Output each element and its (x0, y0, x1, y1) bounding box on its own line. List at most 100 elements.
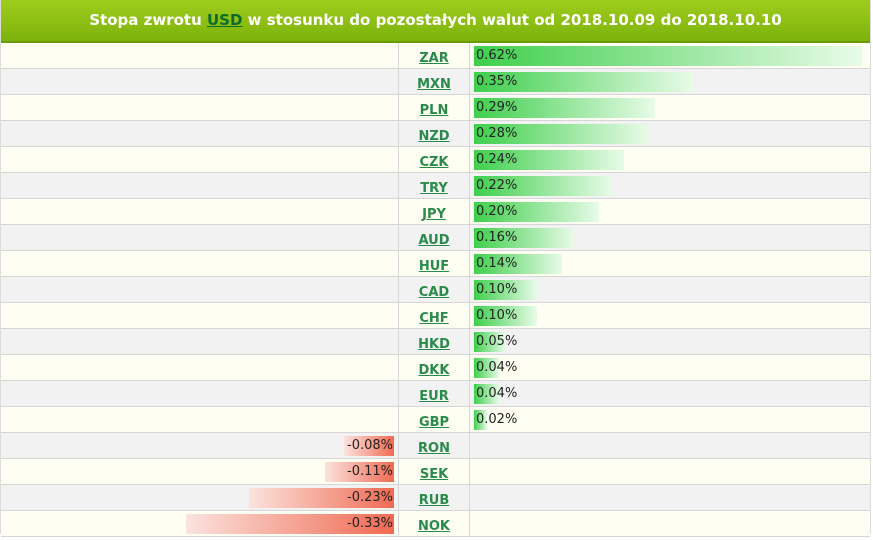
value-label: 0.14% (476, 256, 518, 271)
currency-code-link[interactable]: MXN (417, 77, 451, 92)
negative-cell (1, 355, 399, 380)
currency-code-cell: ZAR (399, 43, 470, 68)
negative-cell (1, 225, 399, 250)
currency-code-cell: CZK (399, 147, 470, 172)
negative-cell (1, 69, 399, 94)
value-label: -0.23% (347, 490, 393, 505)
currency-code-cell: CAD (399, 277, 470, 302)
positive-cell: 0.10% (470, 277, 872, 302)
currency-code-link[interactable]: CHF (419, 311, 449, 326)
value-label: 0.29% (476, 100, 518, 115)
header-suffix: w stosunku do pozostałych walut od 2018.… (242, 11, 782, 29)
positive-bar (474, 254, 562, 274)
currency-code-link[interactable]: GBP (418, 415, 450, 430)
positive-bar (474, 46, 862, 66)
positive-cell: 0.14% (470, 251, 872, 276)
negative-cell: -0.33% (1, 511, 399, 536)
value-label: -0.33% (347, 516, 393, 531)
currency-row: -0.33% NOK (1, 511, 870, 537)
negative-bar (324, 462, 394, 482)
currency-code-link[interactable]: NOK (417, 519, 450, 534)
currency-code-link[interactable]: RON (418, 441, 450, 456)
positive-cell (470, 433, 872, 458)
currency-code-cell: HKD (399, 329, 470, 354)
positive-cell: 0.20% (470, 199, 872, 224)
currency-row: -0.08% RON (1, 433, 870, 459)
currency-row: CAD 0.10% (1, 277, 870, 303)
negative-bar (249, 488, 394, 508)
negative-cell (1, 43, 399, 68)
value-label: 0.35% (476, 74, 518, 89)
currency-code-link[interactable]: CAD (418, 285, 450, 300)
currency-code-link[interactable]: CZK (419, 155, 449, 170)
negative-cell (1, 121, 399, 146)
currency-row: CZK 0.24% (1, 147, 870, 173)
negative-cell (1, 147, 399, 172)
currency-row: GBP 0.02% (1, 407, 870, 433)
currency-row: EUR 0.04% (1, 381, 870, 407)
currency-code-link[interactable]: JPY (422, 207, 446, 222)
currency-code-link[interactable]: HUF (418, 259, 450, 274)
currency-code-cell: AUD (399, 225, 470, 250)
positive-bar (474, 358, 500, 378)
positive-bar (474, 98, 656, 118)
negative-cell (1, 199, 399, 224)
positive-cell (470, 511, 872, 536)
value-label: -0.11% (347, 464, 393, 479)
currency-code-cell: EUR (399, 381, 470, 406)
currency-code-link[interactable]: RUB (418, 493, 450, 508)
currency-rows: ZAR 0.62% MXN 0.35% PLN 0.29% NZD 0.28% CZK 0.24%… (1, 43, 870, 537)
currency-code-cell: PLN (399, 95, 470, 120)
positive-bar (474, 150, 625, 170)
currency-code-link[interactable]: DKK (418, 363, 450, 378)
currency-row: ZAR 0.62% (1, 43, 870, 69)
positive-cell: 0.35% (470, 69, 872, 94)
value-label: 0.10% (476, 282, 518, 297)
negative-cell: -0.23% (1, 485, 399, 510)
currency-code-link[interactable]: AUD (418, 233, 450, 248)
currency-code-cell: NOK (399, 511, 470, 536)
currency-code-cell: CHF (399, 303, 470, 328)
currency-code-link[interactable]: PLN (419, 103, 449, 118)
currency-row: TRY 0.22% (1, 173, 870, 199)
currency-code-cell: GBP (399, 407, 470, 432)
positive-bar (474, 280, 537, 300)
currency-row: HKD 0.05% (1, 329, 870, 355)
positive-bar (474, 306, 537, 326)
negative-cell: -0.11% (1, 459, 399, 484)
positive-cell: 0.28% (470, 121, 872, 146)
value-label: 0.16% (476, 230, 518, 245)
negative-cell (1, 173, 399, 198)
positive-cell (470, 485, 872, 510)
currency-code-link[interactable]: EUR (419, 389, 449, 404)
currency-row: JPY 0.20% (1, 199, 870, 225)
currency-code-cell: DKK (399, 355, 470, 380)
positive-cell: 0.04% (470, 381, 872, 406)
currency-code-link[interactable]: HKD (418, 337, 450, 352)
positive-cell (470, 459, 872, 484)
value-label: 0.24% (476, 152, 518, 167)
positive-bar (474, 228, 575, 248)
negative-cell (1, 303, 399, 328)
positive-cell: 0.16% (470, 225, 872, 250)
value-label: 0.22% (476, 178, 518, 193)
positive-cell: 0.02% (470, 407, 872, 432)
value-label: -0.08% (347, 438, 393, 453)
currency-code-cell: TRY (399, 173, 470, 198)
currency-code-link[interactable]: SEK (419, 467, 449, 482)
value-label: 0.05% (476, 334, 518, 349)
positive-cell: 0.24% (470, 147, 872, 172)
positive-cell: 0.05% (470, 329, 872, 354)
negative-cell (1, 277, 399, 302)
base-currency-link[interactable]: USD (207, 11, 243, 29)
currency-code-link[interactable]: ZAR (419, 51, 449, 66)
value-label: 0.28% (476, 126, 518, 141)
positive-bar (474, 176, 612, 196)
currency-code-cell: RUB (399, 485, 470, 510)
value-label: 0.62% (476, 48, 518, 63)
currency-code-cell: HUF (399, 251, 470, 276)
currency-row: MXN 0.35% (1, 69, 870, 95)
currency-code-link[interactable]: NZD (418, 129, 450, 144)
currency-code-link[interactable]: TRY (420, 181, 448, 196)
negative-cell: -0.08% (1, 433, 399, 458)
